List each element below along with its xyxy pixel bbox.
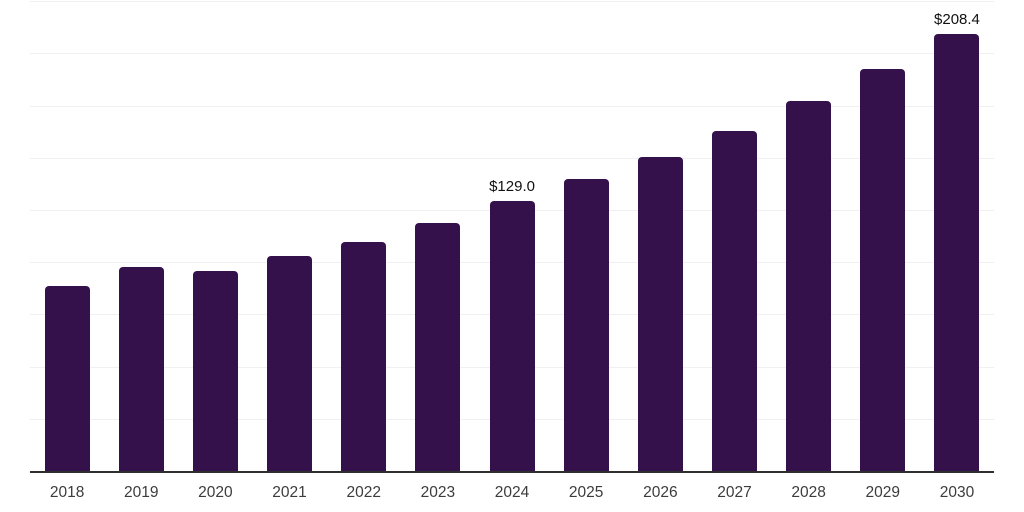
bar-group-2019 (104, 0, 178, 472)
bar-2022 (341, 242, 387, 472)
x-tick-label-2018: 2018 (49, 484, 85, 501)
bar-group-2022 (327, 0, 401, 472)
bar-2029 (860, 69, 906, 472)
bar-2025 (563, 179, 609, 472)
x-tick-label-2028: 2028 (791, 484, 826, 501)
bar-2020 (192, 271, 238, 472)
bar-2021 (267, 256, 313, 472)
gridline (30, 53, 994, 55)
x-tick-label-2023: 2023 (420, 484, 456, 501)
bar-group-2030: $208.4 (920, 0, 994, 472)
x-tick-label-2020: 2020 (198, 484, 233, 501)
bar-2018 (44, 286, 90, 472)
bar-group-2028 (772, 0, 846, 472)
bar-2026 (637, 157, 683, 472)
bar-2030 (934, 34, 980, 472)
plot-area: $129.0 $208.4 (30, 0, 994, 472)
x-tick-label-2021: 2021 (272, 484, 307, 501)
x-axis-line (30, 471, 994, 473)
bar-2023 (415, 223, 461, 472)
bar-2027 (711, 131, 757, 472)
x-tick-label-2026: 2026 (643, 484, 678, 501)
bar-2024 (489, 201, 535, 472)
x-tick-label-2029: 2029 (865, 484, 901, 501)
gridline (30, 1, 994, 3)
bar-group-2029 (846, 0, 920, 472)
x-tick-label-2027: 2027 (717, 484, 752, 501)
data-label-2024: $129.0 (489, 178, 535, 195)
x-tick-label-2025: 2025 (568, 484, 604, 501)
gridline (30, 105, 994, 107)
bar-group-2021 (252, 0, 326, 472)
data-label-2030: $208.4 (934, 11, 980, 28)
bar-2019 (118, 267, 164, 472)
x-tick-label-2024: 2024 (494, 484, 530, 501)
bar-2028 (786, 101, 832, 472)
x-tick-label-2019: 2019 (123, 484, 159, 501)
bar-group-2024: $129.0 (475, 0, 549, 472)
bar-group-2026 (623, 0, 697, 472)
bar-group-2018 (30, 0, 104, 472)
x-tick-label-2030: 2030 (939, 484, 975, 501)
bar-group-2020 (178, 0, 252, 472)
bar-group-2027 (697, 0, 771, 472)
x-tick-label-2022: 2022 (346, 484, 381, 501)
x-axis-labels: 2018 2019 2020 2021 2022 2023 2024 2025 2026 2027… (30, 472, 994, 512)
gridline (30, 157, 994, 159)
bar-group-2023 (401, 0, 475, 472)
bar-group-2025 (549, 0, 623, 472)
